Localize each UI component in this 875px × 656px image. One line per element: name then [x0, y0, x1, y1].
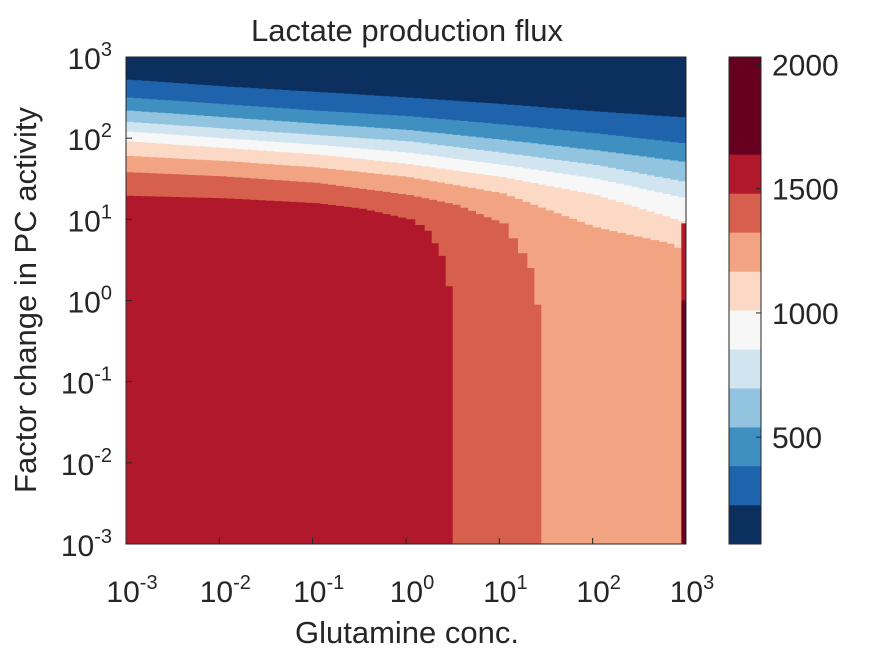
y-tick-label: 10-3: [61, 526, 112, 563]
colorbar-ticks: 500 1000 1500 2000: [756, 49, 839, 455]
colorbar-tick-label: 2000: [772, 49, 839, 82]
colorbar-segment: [729, 154, 761, 194]
colorbar-segment: [729, 309, 761, 350]
x-axis-label: Glutamine conc.: [295, 615, 519, 650]
edge-strip-lower: [681, 300, 686, 544]
y-tick-label: 10-2: [61, 445, 112, 482]
colorbar-segment: [729, 193, 761, 233]
colorbar-segment: [729, 57, 761, 155]
chart-title: Lactate production flux: [251, 13, 563, 48]
y-tick-label: 101: [68, 201, 113, 238]
x-tick-label: 100: [390, 572, 435, 609]
high-edge-strip: [681, 223, 686, 544]
colorbar-segment: [729, 348, 761, 389]
x-tick-label: 10-2: [200, 572, 251, 609]
colorbar-segment: [729, 271, 761, 311]
x-tick-label: 10-3: [106, 572, 157, 609]
y-tick-label: 100: [68, 283, 113, 320]
colorbar-frame: [728, 56, 762, 545]
edge-strip-upper: [681, 223, 686, 301]
colorbar-segment: [729, 426, 761, 467]
colorbar-segment: [729, 504, 761, 545]
y-tick-label: 102: [68, 120, 113, 157]
y-axis: 10-3 10-2 10-1 100 101 102 103: [61, 39, 132, 563]
colorbar: [728, 56, 762, 545]
x-tick-label: 102: [576, 572, 621, 609]
x-tick-label: 10-1: [293, 572, 344, 609]
colorbar-segment: [729, 232, 761, 272]
y-axis-label: Factor change in PC activity: [8, 107, 43, 493]
colorbar-segment: [729, 465, 761, 506]
colorbar-segment: [729, 387, 761, 428]
x-axis: 10-3 10-2 10-1 100 101 102 103: [106, 538, 714, 609]
x-tick-label: 101: [483, 572, 528, 609]
contour-region: [126, 195, 686, 544]
plot-area: [126, 57, 686, 544]
contour-regions: [126, 79, 686, 544]
colorbar-tick-label: 500: [772, 422, 822, 455]
colorbar-tick-label: 1500: [772, 174, 839, 207]
colorbar-tick-label: 1000: [772, 298, 839, 331]
x-tick-label: 103: [670, 572, 715, 609]
y-tick-label: 10-1: [61, 364, 112, 401]
y-tick-label: 103: [68, 39, 113, 76]
